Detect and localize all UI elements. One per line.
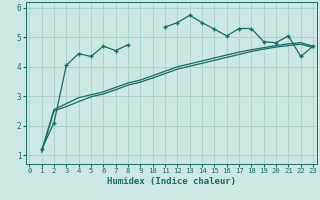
X-axis label: Humidex (Indice chaleur): Humidex (Indice chaleur) [107, 177, 236, 186]
